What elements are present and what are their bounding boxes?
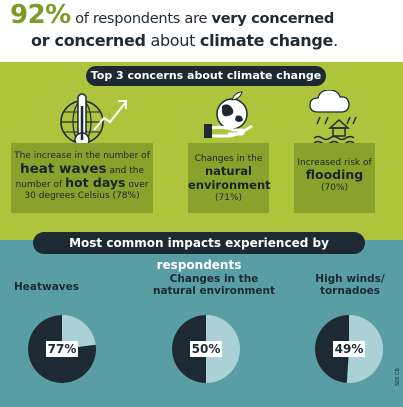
headline-line-2: or concerned about climate change. [10,30,400,52]
pie-value-slice [172,315,206,383]
headline-text-1: of respondents are [70,10,212,27]
pie-heatwaves: 77% [27,314,97,384]
header: 92% of respondents are very concerned or… [0,0,403,62]
headline: 92% of respondents are very concerned or… [10,2,400,52]
headline-or-concerned: or concerned [31,31,146,50]
concern-3-bold: flooding [305,167,364,182]
headline-climate-change: climate change [199,31,334,50]
headline-end: . [333,31,338,50]
pie-label: 77% [45,341,79,357]
pie-natural-environment: 50% [171,314,241,384]
impact-label-high-winds: High winds/ tornadoes [315,273,385,297]
headline-very-concerned: very concerned [211,10,335,27]
headline-about: about [145,31,200,50]
concern-3-pre: Increased risk of [297,158,372,168]
pie-label: 49% [332,341,366,357]
concern-1-bold-2: hot days [65,175,126,190]
hand-globe-icon [204,91,253,138]
concern-1-bold-1: heat waves [19,161,107,177]
pie-high-winds: 49% [314,314,384,384]
concern-3-post: (70%) [320,183,349,193]
concern-heatwaves: The increase in the number of heat waves… [11,143,153,213]
concern-2-post: (71%) [214,193,243,203]
concern-1-pre: The increase in the number of [14,151,150,161]
concerns-title: Top 3 concerns about climate change [86,66,326,86]
concern-natural-environment: Changes in the natural environment (71%) [188,143,271,213]
concern-1-post: over 30 degrees Celsius (78%) [24,180,149,201]
concern-flooding: Increased risk of flooding (70%) [294,143,375,213]
impacts-title: Most common impacts experienced by respo… [33,232,365,272]
impact-label-natural-environment: Changes in the natural environment [152,273,276,297]
pie-value-slice [315,315,349,383]
cloud-rain-house-icon [309,90,357,144]
impact-label-heatwaves: Heatwaves [14,281,80,293]
concern-1-mid: and the number of [15,166,145,190]
headline-percent: 92% [10,0,71,30]
credit: SEE CB [395,368,401,387]
concern-2-pre: Changes in the [194,154,263,164]
concern-2-bold: natural environment [188,164,271,192]
pie-label: 50% [189,341,223,357]
thermometer-globe-icon [60,93,127,148]
